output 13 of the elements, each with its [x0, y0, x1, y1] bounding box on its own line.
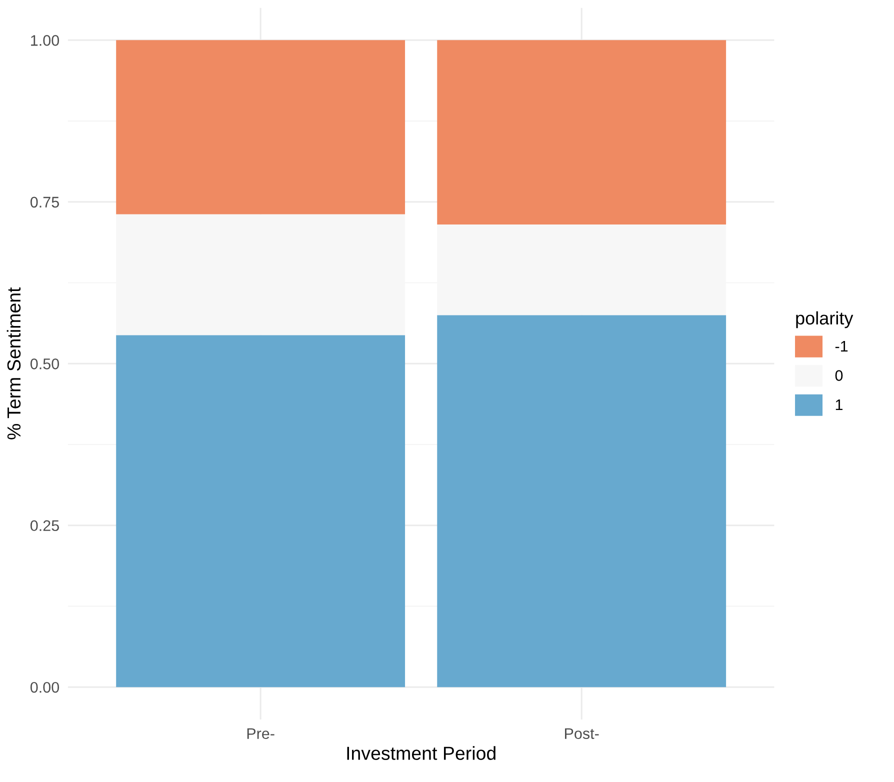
y-axis-title: % Term Sentiment [6, 287, 21, 440]
legend-label: 0 [835, 370, 843, 381]
y-tick-label: 0.75 [30, 196, 59, 208]
y-tick-label: 0.00 [30, 682, 60, 693]
y-tick-label: 1.00 [31, 35, 60, 46]
legend-label: -1 [835, 341, 848, 352]
y-tick-label: 0.50 [30, 358, 60, 370]
legend-label: 1 [836, 400, 842, 410]
x-axis-title: Investment Period [347, 746, 496, 760]
y-tick-label: 0.25 [30, 520, 59, 532]
x-tick-label: Post- [565, 728, 599, 739]
legend-title: polarity [796, 311, 854, 328]
x-tick-label: Pre- [247, 728, 274, 739]
